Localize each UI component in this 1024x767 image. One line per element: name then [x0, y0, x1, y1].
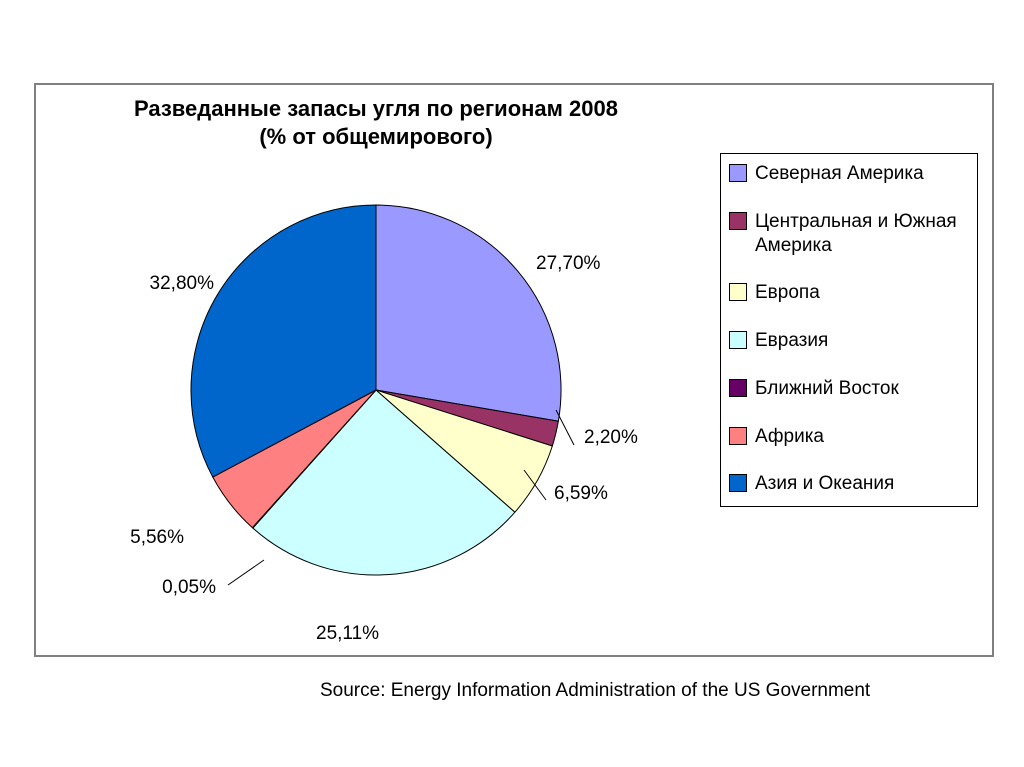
chart-title-line2: (% от общемирового): [259, 124, 492, 149]
legend-swatch: [729, 427, 747, 445]
legend-item: Северная Америка: [729, 162, 969, 186]
legend-item: Евразия: [729, 329, 969, 353]
legend-item: Африка: [729, 425, 969, 449]
legend-label: Центральная и Южная Америка: [755, 210, 969, 258]
legend-swatch: [729, 164, 747, 182]
percent-label: 32,80%: [150, 273, 214, 295]
chart-title-line1: Разведанные запасы угля по регионам 2008: [134, 96, 618, 121]
legend-item: Европа: [729, 281, 969, 305]
legend-label: Европа: [755, 281, 820, 305]
legend-item: Азия и Океания: [729, 472, 969, 496]
legend-item: Ближний Восток: [729, 377, 969, 401]
percent-label: 27,70%: [536, 253, 600, 275]
percent-label: 0,05%: [162, 577, 216, 599]
pie-container: 27,70% 2,20% 6,59% 25,11% 0,05% 5,56% 32,80%: [76, 155, 676, 645]
chart-title: Разведанные запасы угля по регионам 2008…: [36, 95, 716, 150]
source-text: Source: Energy Information Administratio…: [320, 680, 870, 702]
legend-label: Евразия: [755, 329, 828, 353]
legend-item: Центральная и Южная Америка: [729, 210, 969, 258]
percent-label: 6,59%: [554, 483, 608, 505]
legend-swatch: [729, 212, 747, 230]
legend-label: Северная Америка: [755, 162, 924, 186]
pie-chart: [76, 155, 676, 645]
legend-swatch: [729, 283, 747, 301]
legend-label: Ближний Восток: [755, 377, 899, 401]
pie-slice: [376, 205, 561, 421]
percent-label: 5,56%: [130, 527, 184, 549]
legend: Северная Америка Центральная и Южная Амер…: [720, 153, 978, 507]
legend-label: Африка: [755, 425, 824, 449]
legend-swatch: [729, 331, 747, 349]
percent-label: 2,20%: [584, 427, 638, 449]
page: Разведанные запасы угля по регионам 2008…: [0, 0, 1024, 767]
legend-swatch: [729, 474, 747, 492]
chart-frame: Разведанные запасы угля по регионам 2008…: [34, 83, 994, 657]
percent-label: 25,11%: [316, 623, 379, 645]
legend-swatch: [729, 379, 747, 397]
legend-label: Азия и Океания: [755, 472, 894, 496]
source-text-label: Source: Energy Information Administratio…: [320, 680, 870, 701]
